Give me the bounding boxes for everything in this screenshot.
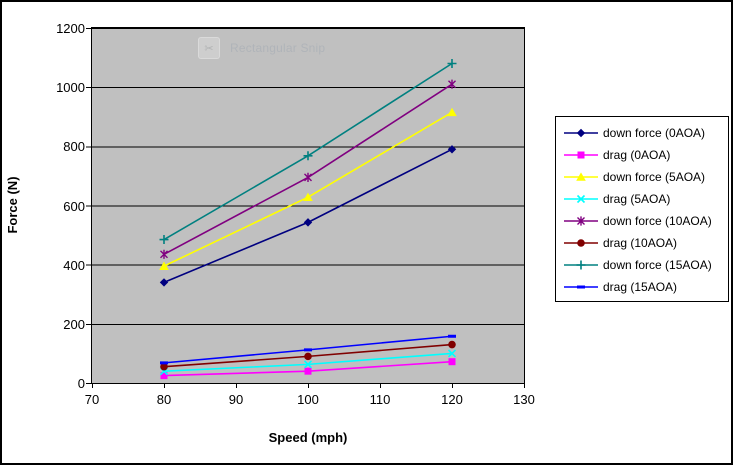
legend-swatch (564, 239, 598, 247)
x-axis-tick-label: 80 (156, 392, 172, 407)
data-point-marker (577, 151, 585, 159)
legend-item: drag (5AOA) (564, 188, 728, 210)
legend-swatch (564, 216, 598, 226)
chart-plot-svg (86, 28, 525, 388)
x-axis-title: Speed (mph) (268, 430, 348, 445)
data-point-marker (160, 362, 168, 371)
series-line (163, 83, 453, 256)
legend-item: down force (0AOA) (564, 122, 728, 144)
x-axis-tick-label: 110 (369, 392, 391, 407)
y-axis-tick-label: 600 (63, 198, 85, 214)
x-axis-tick-label: 130 (513, 392, 535, 407)
legend-item: down force (5AOA) (564, 166, 728, 188)
data-point-marker (160, 249, 168, 259)
y-axis-tick-label: 400 (63, 257, 85, 273)
series-line (163, 111, 453, 267)
data-point-marker (577, 285, 585, 289)
x-axis-tick-label: 120 (441, 392, 463, 407)
data-point-marker (447, 145, 457, 154)
data-point-marker (160, 372, 168, 380)
data-point-marker (159, 261, 169, 270)
legend-item: drag (10AOA) (564, 232, 728, 254)
data-point-marker (448, 334, 456, 338)
legend-label: drag (0AOA) (603, 148, 671, 162)
legend: down force (0AOA) drag (0AOA) down force (… (555, 116, 729, 302)
legend-label: down force (5AOA) (603, 170, 706, 184)
data-point-marker (576, 128, 586, 138)
y-axis-title-text: Force (N) (5, 176, 20, 234)
y-axis-tick-label: 1200 (56, 21, 85, 36)
legend-swatch (564, 172, 598, 181)
legend-item: down force (15AOA) (564, 254, 728, 276)
legend-item: drag (0AOA) (564, 144, 728, 166)
legend-label: drag (10AOA) (603, 236, 678, 250)
legend-item: drag (15AOA) (564, 276, 728, 298)
data-point-marker (303, 151, 313, 161)
legend-item: down force (10AOA) (564, 210, 728, 232)
x-axis-tick-label: 70 (84, 392, 100, 407)
legend-label: drag (15AOA) (603, 280, 678, 294)
data-point-marker (447, 107, 457, 117)
legend-swatch (564, 285, 598, 289)
data-point-marker (448, 358, 456, 366)
y-axis-tick-label: 0 (77, 376, 85, 391)
data-point-marker (577, 216, 585, 226)
legend-swatch (564, 151, 598, 159)
data-point-marker (577, 239, 585, 247)
data-point-marker (303, 192, 313, 202)
series-line (163, 148, 453, 284)
legend-label: down force (15AOA) (603, 258, 712, 272)
data-point-marker (447, 349, 457, 358)
data-point-marker (304, 367, 312, 375)
data-point-marker (576, 194, 586, 204)
data-point-marker (159, 235, 169, 245)
data-point-marker (304, 172, 312, 182)
data-point-marker (159, 278, 169, 287)
data-point-marker (447, 59, 457, 68)
data-point-marker (448, 340, 456, 349)
y-axis-tick-label: 200 (63, 316, 85, 332)
data-point-marker (448, 79, 456, 89)
data-point-marker (576, 260, 586, 270)
legend-label: drag (5AOA) (603, 192, 671, 206)
legend-swatch (564, 128, 598, 138)
data-point-marker (303, 218, 313, 227)
x-axis-tick-label: 90 (228, 392, 244, 407)
legend-swatch (564, 194, 598, 204)
x-axis-tick-label: 100 (297, 392, 319, 407)
data-point-marker (304, 348, 312, 352)
y-axis-tick-label: 1000 (56, 80, 85, 96)
data-point-marker (576, 172, 586, 181)
y-axis-tick-label: 800 (63, 139, 85, 155)
data-point-marker (304, 352, 312, 361)
legend-swatch (564, 260, 598, 270)
data-point-marker (303, 360, 313, 369)
data-point-marker (160, 361, 168, 365)
legend-label: down force (0AOA) (603, 126, 706, 140)
legend-label: down force (10AOA) (603, 214, 712, 228)
